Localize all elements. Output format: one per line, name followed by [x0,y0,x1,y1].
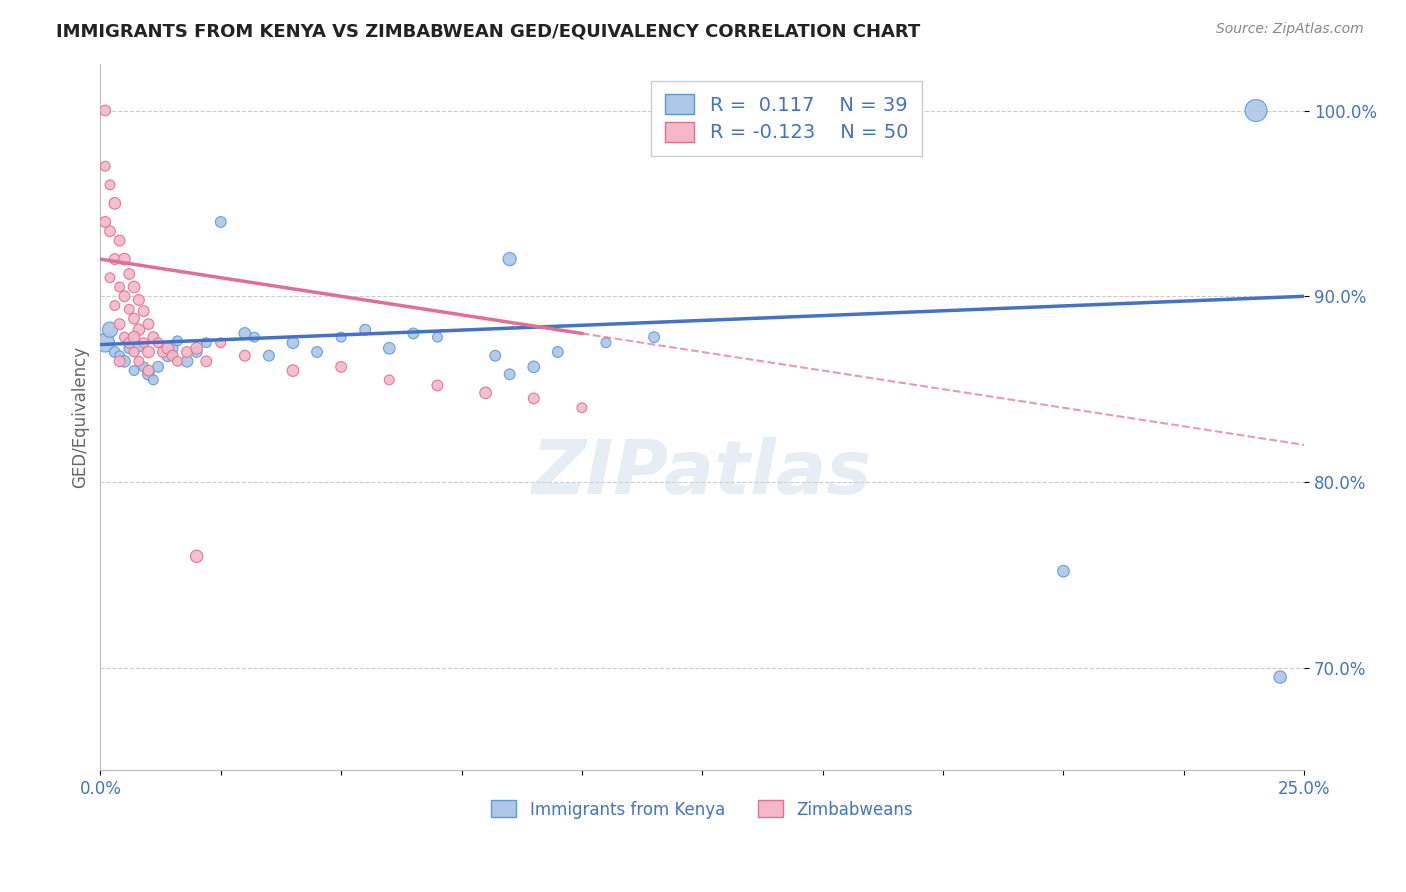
Point [98,270,121,285]
Point [108,280,131,294]
Point [595,335,617,350]
Point [118,335,141,350]
Point [98,178,121,192]
Point [330,330,353,344]
Point [186,549,208,564]
Point [122,280,145,294]
Point [186,341,208,355]
Point [94,159,117,173]
Point [209,335,232,350]
Point [108,234,131,248]
Point [108,317,131,331]
Point [108,349,131,363]
Point [118,267,141,281]
Point [257,349,280,363]
Point [426,378,449,392]
Point [112,354,135,368]
Point [243,330,266,344]
Point [138,368,160,382]
Point [195,335,218,350]
Point [128,354,150,368]
Point [104,299,127,313]
Point [233,326,256,341]
Point [156,341,179,355]
Point [108,354,131,368]
Point [484,349,506,363]
Point [1268,670,1291,684]
Point [146,335,169,350]
Point [305,345,328,359]
Point [104,345,127,359]
Point [523,359,546,374]
Text: Source: ZipAtlas.com: Source: ZipAtlas.com [1216,22,1364,37]
Point [94,335,117,350]
Text: ZIPatlas: ZIPatlas [533,437,872,510]
Point [643,330,665,344]
Point [162,349,184,363]
Point [378,341,401,355]
Point [152,345,174,359]
Point [112,289,135,303]
Point [146,359,169,374]
Point [498,252,520,266]
Point [118,341,141,355]
Point [176,345,198,359]
Point [104,196,127,211]
Point [94,103,117,118]
Point [128,323,150,337]
Point [378,373,401,387]
Point [118,302,141,317]
Point [122,345,145,359]
Point [523,392,546,406]
Y-axis label: GED/Equivalency: GED/Equivalency [72,346,89,488]
Point [138,345,160,359]
Point [138,363,160,377]
Point [122,363,145,377]
Point [209,215,232,229]
Text: IMMIGRANTS FROM KENYA VS ZIMBABWEAN GED/EQUIVALENCY CORRELATION CHART: IMMIGRANTS FROM KENYA VS ZIMBABWEAN GED/… [56,22,921,40]
Point [166,354,188,368]
Point [122,311,145,326]
Point [128,293,150,307]
Point [281,363,304,377]
Point [142,373,165,387]
Point [112,252,135,266]
Point [162,341,184,355]
Point [195,354,218,368]
Point [94,215,117,229]
Legend: Immigrants from Kenya, Zimbabweans: Immigrants from Kenya, Zimbabweans [485,794,920,825]
Point [330,359,353,374]
Point [156,349,179,363]
Point [98,323,121,337]
Point [128,339,150,353]
Point [233,349,256,363]
Point [166,334,188,348]
Point [132,335,155,350]
Point [426,330,449,344]
Point [132,359,155,374]
Point [186,345,208,359]
Point [112,330,135,344]
Point [132,304,155,318]
Point [547,345,569,359]
Point [1244,103,1267,118]
Point [122,330,145,344]
Point [571,401,593,415]
Point [402,326,425,341]
Point [281,335,304,350]
Point [354,323,377,337]
Point [142,330,165,344]
Point [498,368,520,382]
Point [104,252,127,266]
Point [474,385,496,400]
Point [138,317,160,331]
Point [1052,564,1074,578]
Point [176,354,198,368]
Point [98,224,121,238]
